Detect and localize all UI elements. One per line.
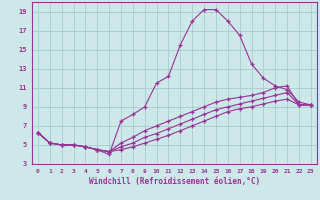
X-axis label: Windchill (Refroidissement éolien,°C): Windchill (Refroidissement éolien,°C)	[89, 177, 260, 186]
